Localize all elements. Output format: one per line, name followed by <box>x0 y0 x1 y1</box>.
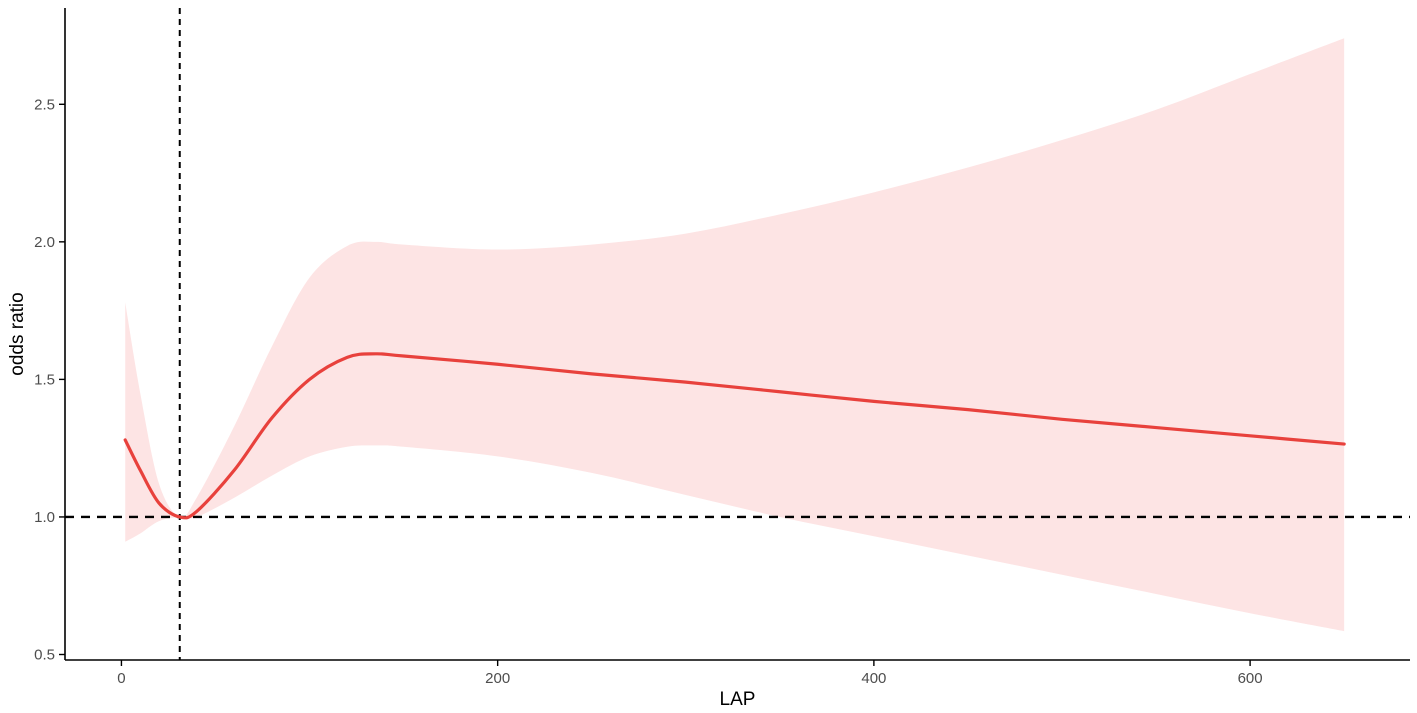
y-axis-ticks: 0.5 1.0 1.5 2.0 2.5 <box>34 96 65 663</box>
y-tick-label: 2.0 <box>34 234 55 251</box>
confidence-band <box>125 38 1345 632</box>
y-tick-label: 0.5 <box>34 646 55 663</box>
x-tick-label: 200 <box>485 670 510 687</box>
x-tick-label: 600 <box>1238 670 1263 687</box>
y-tick-label: 2.5 <box>34 96 55 113</box>
x-tick-label: 0 <box>117 670 125 687</box>
y-tick-label: 1.5 <box>34 371 55 388</box>
axes: 0.5 1.0 1.5 2.0 2.5 0 200 400 600 <box>34 8 1410 687</box>
x-axis-ticks: 0 200 400 600 <box>117 660 1263 687</box>
plot-area <box>65 8 1410 660</box>
y-tick-label: 1.0 <box>34 509 55 526</box>
odds-ratio-line <box>123 352 1346 520</box>
y-axis-title: odds ratio <box>7 292 28 375</box>
x-axis-title: LAP <box>720 689 756 710</box>
x-tick-label: 400 <box>861 670 886 687</box>
